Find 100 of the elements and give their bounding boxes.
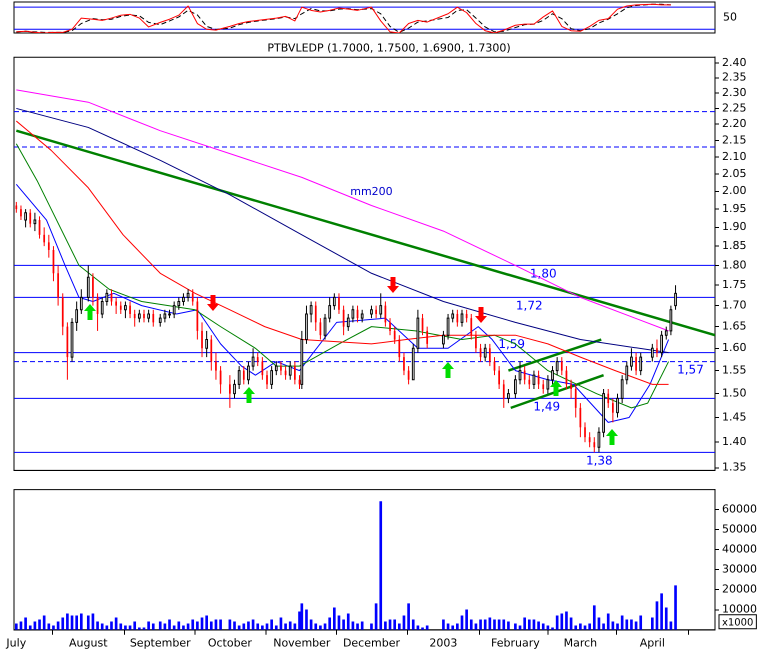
bar	[186, 623, 190, 630]
candlestick	[143, 309, 145, 323]
bar	[342, 619, 345, 630]
y-tick-label: 30000	[722, 562, 757, 576]
bar	[14, 623, 18, 630]
bar	[356, 623, 359, 630]
candlestick	[92, 272, 94, 306]
y-tick-label: 2.10	[722, 150, 746, 163]
x-tick-label: July	[5, 636, 27, 650]
bar	[528, 619, 531, 630]
bar	[70, 615, 74, 630]
bar	[128, 625, 132, 630]
y-tick-label: 2.30	[722, 86, 746, 99]
bar	[360, 621, 364, 630]
bar	[328, 617, 332, 630]
bar	[570, 617, 572, 630]
bar	[242, 623, 246, 630]
bar	[288, 621, 292, 630]
y-tick-label: 2.15	[722, 133, 746, 146]
y-tick-label: 10000	[722, 602, 757, 616]
ref-line-label: 1,57	[677, 362, 704, 377]
x-tick-label: March	[564, 636, 598, 650]
bar	[398, 623, 401, 630]
candlestick	[20, 205, 22, 221]
bar	[164, 623, 166, 630]
bar	[270, 619, 273, 630]
bar	[579, 623, 582, 630]
bar	[47, 623, 50, 630]
candlestick	[656, 339, 658, 358]
candlestick	[220, 366, 222, 394]
bar	[565, 611, 568, 630]
bar	[346, 613, 350, 630]
bar	[670, 621, 672, 630]
bar	[379, 501, 382, 630]
candlestick	[338, 292, 340, 314]
candlestick	[356, 305, 358, 323]
bar	[324, 623, 326, 630]
bar	[479, 619, 482, 630]
candlestick	[480, 343, 482, 362]
candlestick	[52, 246, 54, 282]
bar	[38, 619, 41, 630]
bar	[80, 613, 83, 630]
candlestick	[375, 305, 377, 319]
y-tick-label: 1.40	[722, 435, 746, 448]
x-tick-label: September	[130, 636, 192, 650]
bar	[158, 621, 162, 630]
y-tick-label: 1.60	[722, 341, 746, 354]
candlestick	[566, 366, 568, 390]
candlestick	[475, 330, 477, 354]
bar	[294, 623, 296, 630]
bar	[34, 621, 36, 630]
text: 50	[723, 10, 737, 24]
bar	[620, 615, 624, 630]
bar	[384, 621, 387, 630]
ref-line-label: 1,49	[533, 400, 560, 414]
y-tick-label: 2.25	[722, 101, 746, 114]
bar	[56, 621, 60, 630]
bar	[532, 619, 536, 630]
y-tick-label: 40000	[722, 542, 757, 556]
bar	[493, 619, 496, 630]
y-tick-label: 20000	[722, 582, 757, 596]
bar	[24, 617, 27, 630]
bar	[551, 627, 554, 630]
bar	[488, 617, 492, 630]
x-tick-label: April	[640, 636, 665, 650]
bar	[338, 615, 340, 630]
y-tick-label: 2.40	[722, 56, 746, 69]
candlestick	[384, 300, 386, 328]
y-tick-label: 1.50	[722, 386, 746, 400]
bar	[588, 623, 591, 630]
bar	[651, 617, 654, 630]
bar	[374, 603, 378, 630]
candlestick	[320, 318, 322, 340]
candlestick	[280, 361, 282, 376]
bar	[61, 617, 64, 630]
bar	[456, 623, 459, 630]
ref-line-label: 1,80	[530, 266, 557, 281]
bar	[537, 621, 540, 630]
candlestick	[584, 422, 586, 443]
candlestick	[266, 370, 268, 390]
candlestick	[494, 356, 496, 376]
ref-line-label: 1,72	[516, 298, 543, 313]
candlestick	[201, 322, 203, 358]
bar	[75, 615, 78, 630]
bar	[616, 623, 619, 630]
bar	[214, 619, 218, 630]
bar	[305, 609, 308, 630]
y-tick-label: 1.95	[722, 202, 746, 215]
bar	[114, 617, 118, 630]
candlestick	[129, 300, 131, 319]
bar	[484, 619, 487, 630]
bar	[674, 585, 677, 630]
bar	[247, 621, 250, 630]
candlestick	[38, 216, 40, 240]
bar	[639, 615, 642, 630]
bar	[256, 623, 260, 630]
bar	[205, 615, 208, 630]
y-axis-title: x1000	[722, 617, 754, 628]
bar	[110, 621, 113, 630]
bar	[86, 615, 90, 630]
